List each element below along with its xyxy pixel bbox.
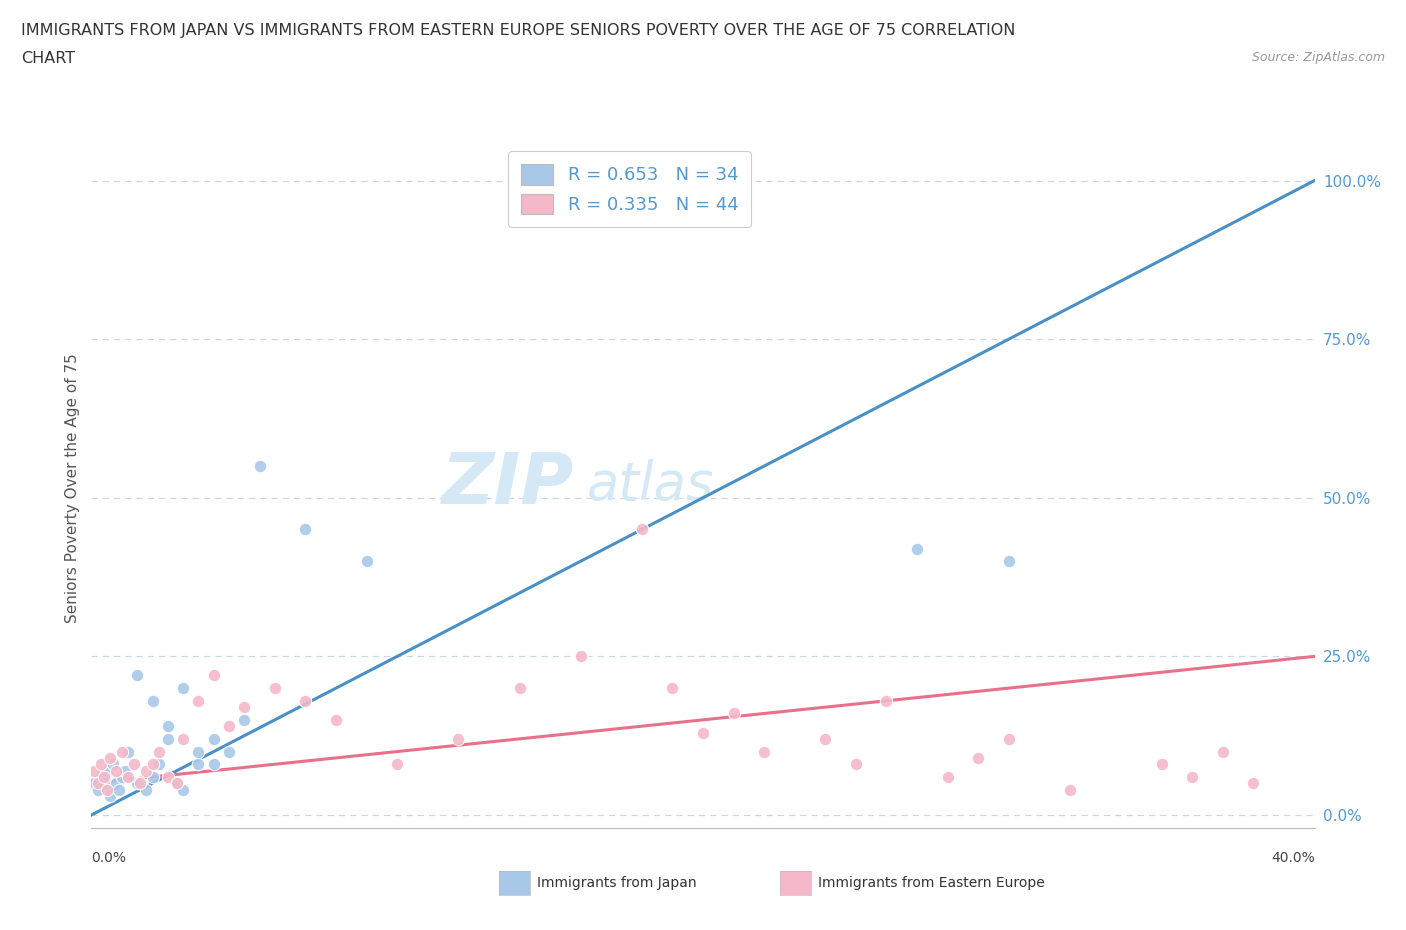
Point	[325, 712, 347, 727]
Point	[661, 681, 683, 696]
Point	[135, 764, 157, 778]
Point	[218, 744, 240, 759]
Point	[156, 719, 179, 734]
Point	[1243, 776, 1265, 790]
Point	[86, 782, 108, 797]
Point	[98, 751, 121, 765]
Point	[83, 764, 105, 778]
Point	[111, 769, 134, 784]
Point	[129, 776, 152, 790]
Point	[814, 731, 837, 746]
Y-axis label: Seniors Poverty Over the Age of 75: Seniors Poverty Over the Age of 75	[65, 353, 80, 623]
Point	[1150, 757, 1173, 772]
Point	[264, 681, 287, 696]
Point	[294, 694, 316, 709]
Point	[98, 789, 121, 804]
Point	[127, 668, 149, 683]
Point	[141, 757, 163, 772]
Text: IMMIGRANTS FROM JAPAN VS IMMIGRANTS FROM EASTERN EUROPE SENIORS POVERTY OVER THE: IMMIGRANTS FROM JAPAN VS IMMIGRANTS FROM…	[21, 23, 1015, 38]
Legend: R = 0.653   N = 34, R = 0.335   N = 44: R = 0.653 N = 34, R = 0.335 N = 44	[508, 151, 751, 227]
Point	[998, 731, 1021, 746]
Point	[967, 751, 990, 765]
Point	[108, 782, 131, 797]
Point	[127, 776, 149, 790]
Point	[104, 764, 127, 778]
Point	[101, 757, 124, 772]
Text: Immigrants from Eastern Europe: Immigrants from Eastern Europe	[818, 876, 1045, 890]
Point	[93, 769, 115, 784]
Text: 40.0%: 40.0%	[1271, 851, 1315, 865]
Text: atlas: atlas	[586, 458, 714, 511]
Point	[1212, 744, 1234, 759]
Point	[187, 757, 209, 772]
Point	[202, 731, 225, 746]
Point	[1181, 769, 1204, 784]
Point	[117, 744, 139, 759]
Text: Source: ZipAtlas.com: Source: ZipAtlas.com	[1251, 51, 1385, 64]
Point	[122, 757, 145, 772]
Point	[569, 649, 592, 664]
Point	[631, 522, 654, 537]
Point	[96, 782, 118, 797]
Point	[233, 699, 256, 714]
Point	[187, 694, 209, 709]
Point	[83, 776, 105, 790]
Point	[166, 776, 188, 790]
Point	[141, 769, 163, 784]
Point	[90, 769, 112, 784]
Point	[166, 776, 188, 790]
Point	[447, 731, 470, 746]
Point	[998, 553, 1021, 568]
Point	[218, 719, 240, 734]
Point	[172, 681, 194, 696]
Point	[692, 725, 714, 740]
Point	[172, 731, 194, 746]
Point	[845, 757, 868, 772]
Point	[96, 764, 118, 778]
Point	[86, 776, 108, 790]
Text: Immigrants from Japan: Immigrants from Japan	[537, 876, 697, 890]
Point	[117, 769, 139, 784]
Point	[114, 764, 136, 778]
Point	[135, 782, 157, 797]
Point	[141, 694, 163, 709]
Point	[356, 553, 378, 568]
Point	[104, 776, 127, 790]
Point	[509, 681, 531, 696]
Point	[233, 712, 256, 727]
Point	[93, 776, 115, 790]
Point	[148, 744, 170, 759]
Point	[202, 668, 225, 683]
Text: ZIP: ZIP	[443, 450, 575, 519]
Point	[202, 757, 225, 772]
Point	[187, 744, 209, 759]
Point	[148, 757, 170, 772]
Point	[156, 769, 179, 784]
Point	[111, 744, 134, 759]
Point	[294, 522, 316, 537]
Point	[249, 458, 271, 473]
Point	[754, 744, 776, 759]
Point	[723, 706, 745, 721]
Point	[90, 757, 112, 772]
Point	[905, 541, 928, 556]
Point	[936, 769, 959, 784]
Point	[156, 731, 179, 746]
Point	[1059, 782, 1081, 797]
Point	[385, 757, 409, 772]
Text: 0.0%: 0.0%	[91, 851, 127, 865]
Point	[172, 782, 194, 797]
Point	[875, 694, 898, 709]
Text: CHART: CHART	[21, 51, 75, 66]
